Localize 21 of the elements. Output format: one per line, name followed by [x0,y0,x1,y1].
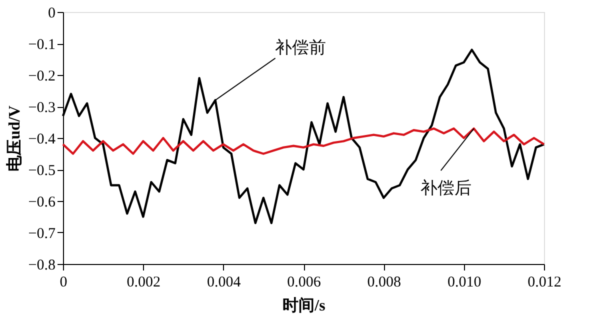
text: 补偿后 [420,178,472,198]
y-tick-label: −0.5 [28,163,56,179]
y-tick-label: −0.4 [28,132,56,148]
y-tick-label: −0.2 [28,68,56,84]
line-series [62,127,546,155]
y-tick-label: 0 [48,6,56,22]
y-tick-label: −0.3 [28,100,56,116]
y-axis-title: 电压ud/V [5,105,24,172]
x-tick-label: 0 [60,274,68,290]
y-tick-label: −0.8 [28,258,56,274]
x-tick-label: 0.002 [126,274,161,290]
y-tick-label: −0.1 [28,37,56,53]
y-tick-label: −0.6 [28,194,56,210]
x-tick-label: 0.004 [206,274,242,290]
text: 补偿前 [274,38,326,58]
y-tick-label: −0.7 [28,226,56,242]
x-tick-label: 0.010 [447,274,482,290]
x-axis-title: 时间/s [282,296,326,314]
x-tick-label: 0.012 [528,274,562,290]
x-tick-label: 0.006 [287,274,322,290]
x-tick-label: 0.008 [367,274,402,290]
